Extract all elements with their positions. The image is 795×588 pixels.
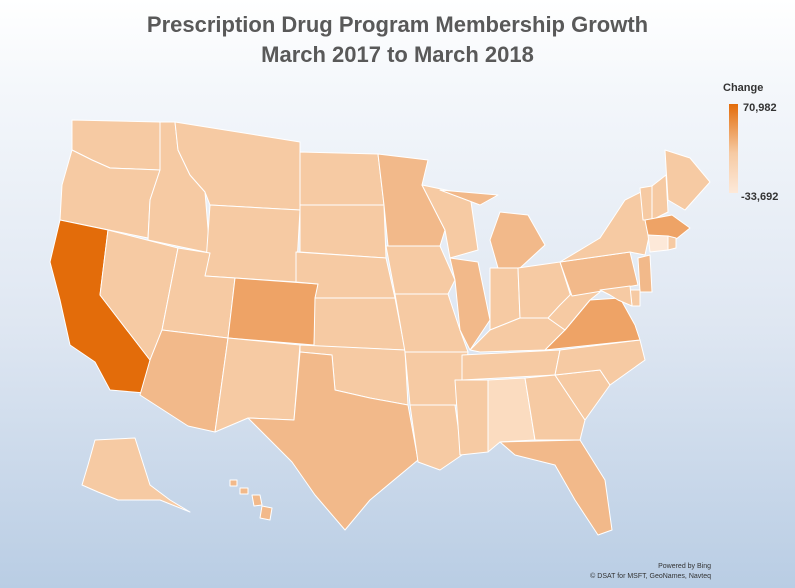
- map-subtitle: March 2017 to March 2018: [261, 42, 534, 67]
- state-AK[interactable]: [81, 437, 191, 513]
- legend-title: Change: [723, 82, 764, 94]
- state-MD[interactable]: [599, 285, 633, 307]
- state-CO[interactable]: [227, 277, 319, 346]
- state-IA[interactable]: [385, 245, 456, 295]
- state-AL[interactable]: [487, 377, 536, 453]
- state-NM[interactable]: [214, 337, 301, 433]
- state-GA[interactable]: [524, 374, 586, 441]
- state-RI[interactable]: [667, 235, 677, 251]
- state-MS[interactable]: [454, 379, 489, 456]
- state-MN[interactable]: [377, 153, 446, 247]
- state-HI[interactable]: [229, 479, 273, 521]
- state-MA[interactable]: [644, 214, 691, 241]
- state-MO[interactable]: [394, 293, 469, 353]
- state-TX[interactable]: [247, 351, 419, 531]
- legend-gradient-bar: [729, 104, 738, 193]
- legend-min-label: -33,692: [741, 191, 779, 203]
- credit-powered-by: Powered by Bing: [658, 563, 711, 570]
- state-KS[interactable]: [313, 297, 406, 351]
- state-NC[interactable]: [554, 339, 646, 386]
- state-CT[interactable]: [647, 234, 669, 253]
- state-ME[interactable]: [664, 149, 711, 211]
- credit-attribution: © DSAT for MSFT, GeoNames, Navteq: [590, 573, 711, 580]
- state-SD[interactable]: [299, 204, 387, 259]
- state-NJ[interactable]: [637, 254, 653, 293]
- state-WY[interactable]: [204, 204, 301, 283]
- legend-max-label: 70,982: [743, 102, 777, 114]
- state-LA[interactable]: [409, 404, 463, 471]
- state-FL[interactable]: [499, 439, 613, 536]
- state-NH[interactable]: [651, 174, 669, 221]
- state-NY[interactable]: [559, 189, 651, 263]
- map-title: Prescription Drug Program Membership Gro…: [146, 12, 649, 37]
- state-ND[interactable]: [299, 151, 385, 206]
